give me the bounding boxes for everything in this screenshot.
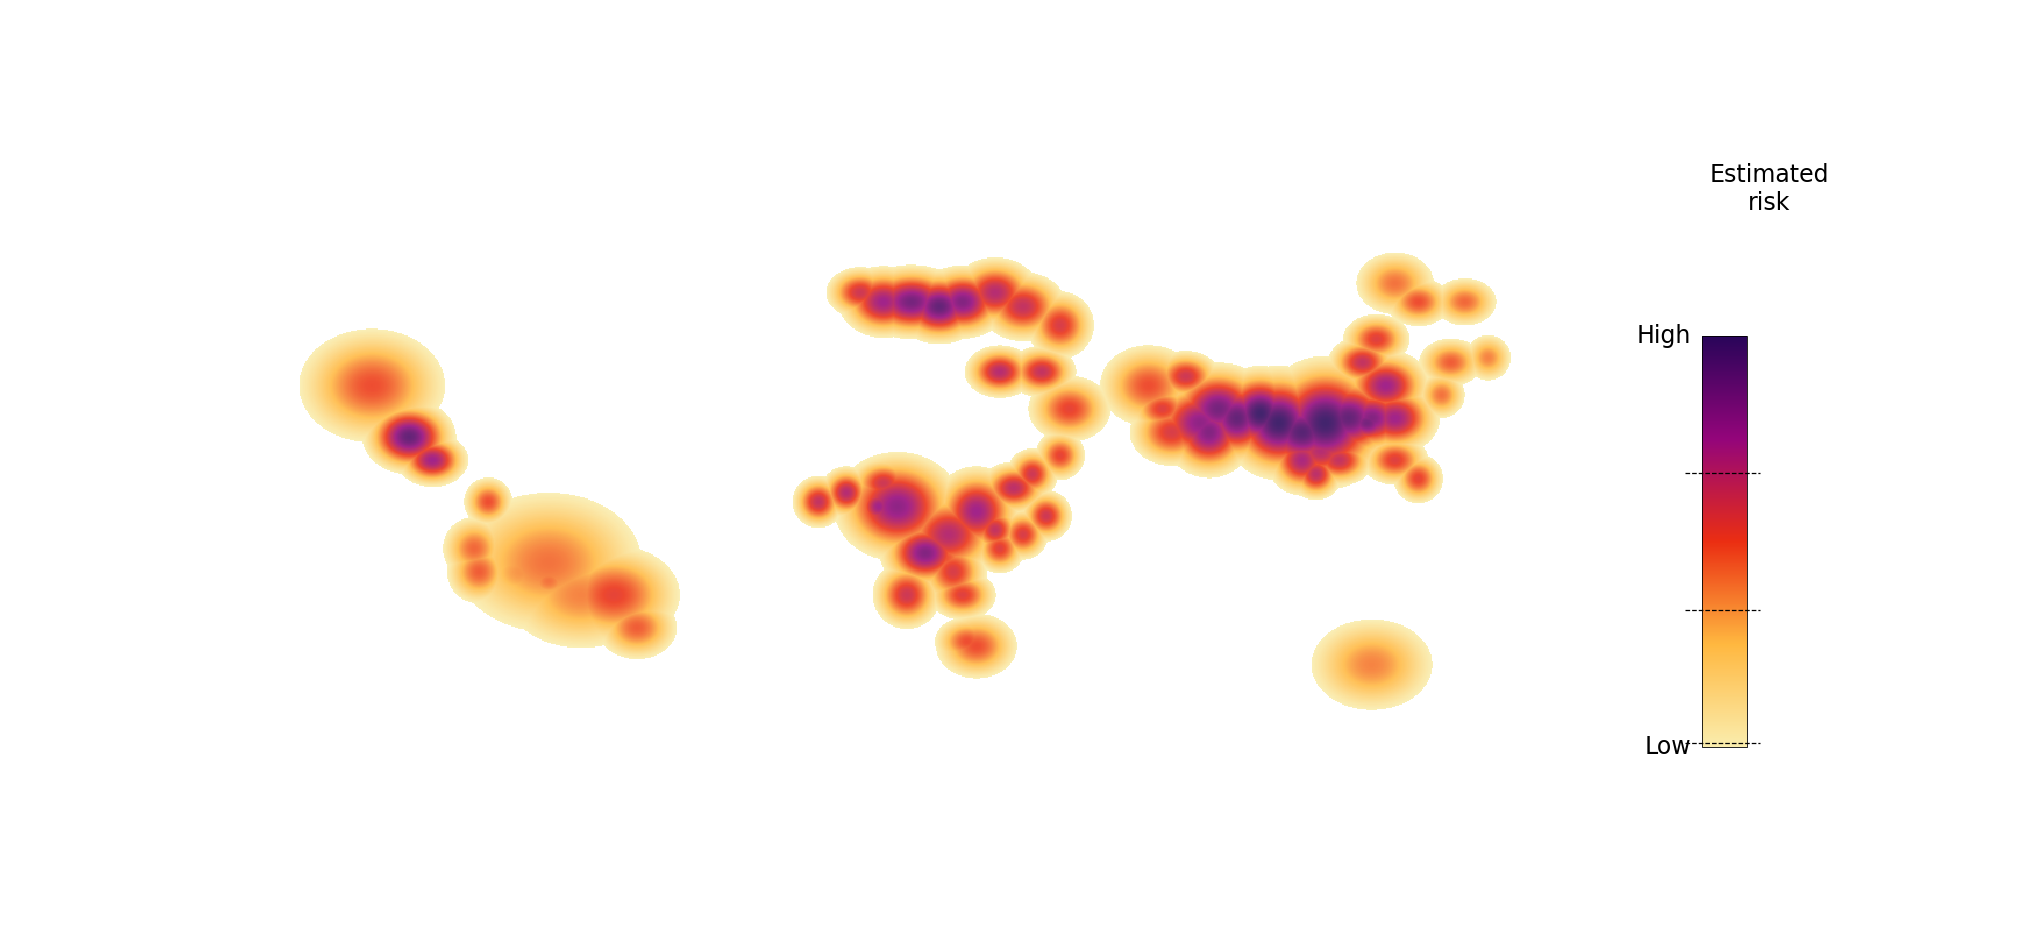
Text: Estimated
risk: Estimated risk — [1708, 163, 1829, 215]
Text: Low: Low — [1644, 735, 1690, 759]
Text: High: High — [1638, 324, 1690, 348]
